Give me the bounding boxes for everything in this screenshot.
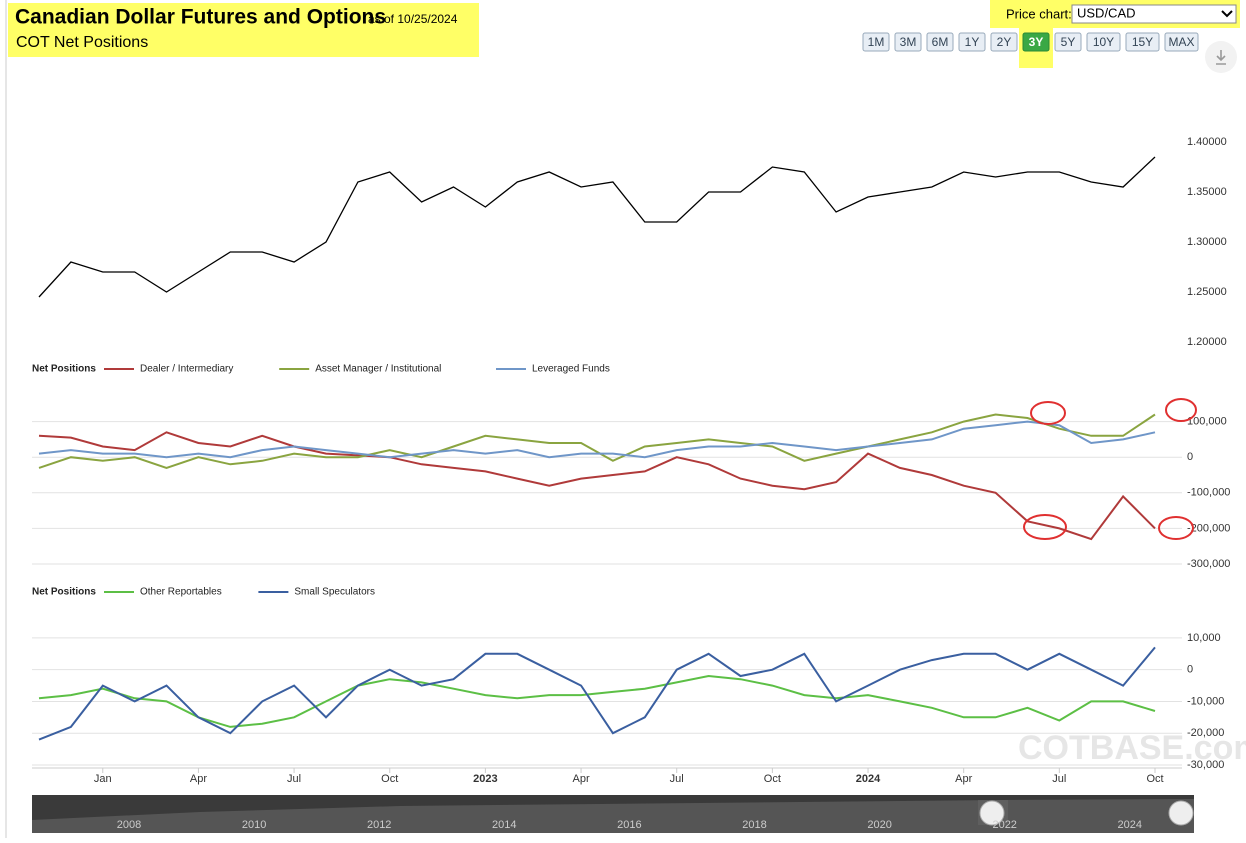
x-tick-label: Oct bbox=[1146, 773, 1163, 785]
range-button[interactable] bbox=[1086, 32, 1121, 52]
y-tick-label: 1.30000 bbox=[1187, 236, 1227, 248]
y-tick-label: -100,000 bbox=[1187, 487, 1230, 499]
series-line bbox=[38, 674, 1156, 728]
navigator-year: 2018 bbox=[742, 819, 766, 831]
range-button-label[interactable]: 5Y bbox=[1061, 35, 1076, 49]
highlight-circle bbox=[1023, 514, 1067, 540]
range-button-label[interactable]: 15Y bbox=[1132, 35, 1153, 49]
x-tick-label: Apr bbox=[572, 773, 589, 785]
navigator-year: 2020 bbox=[867, 819, 891, 831]
range-button-label[interactable]: 1Y bbox=[965, 35, 980, 49]
x-tick-label: Jul bbox=[287, 773, 301, 785]
highlight-circle bbox=[1030, 401, 1066, 425]
x-tick-label: Apr bbox=[955, 773, 972, 785]
range-button[interactable] bbox=[1022, 32, 1050, 52]
navigator-year: 2024 bbox=[1118, 819, 1142, 831]
y-tick-label: 100,000 bbox=[1187, 416, 1227, 428]
legend-label: Dealer / Intermediary bbox=[140, 364, 233, 375]
x-tick-label: Jul bbox=[1052, 773, 1066, 785]
y-tick-label: -300,000 bbox=[1187, 558, 1230, 570]
x-tick-label: Oct bbox=[381, 773, 398, 785]
legend-label: Asset Manager / Institutional bbox=[315, 364, 441, 375]
y-tick-label: 1.35000 bbox=[1187, 186, 1227, 198]
range-button[interactable] bbox=[958, 32, 986, 52]
range-button-label[interactable]: 2Y bbox=[997, 35, 1012, 49]
series-line bbox=[38, 420, 1156, 459]
annotations bbox=[1023, 398, 1197, 540]
y-tick-label: -30,000 bbox=[1187, 759, 1224, 771]
range-button[interactable] bbox=[1164, 32, 1199, 52]
download-icon bbox=[1216, 50, 1226, 65]
legend-title: Net Positions bbox=[32, 364, 96, 375]
navigator-year: 2022 bbox=[992, 819, 1016, 831]
x-tick-label: 2024 bbox=[856, 773, 881, 785]
range-button-label[interactable]: 6M bbox=[932, 35, 949, 49]
y-tick-label: 1.20000 bbox=[1187, 336, 1227, 348]
series-line bbox=[38, 431, 1156, 541]
y-tick-label: 1.40000 bbox=[1187, 136, 1227, 148]
y-tick-label: -20,000 bbox=[1187, 727, 1224, 739]
page-subtitle: COT Net Positions bbox=[16, 34, 148, 51]
watermark: COTBASE.com bbox=[1018, 729, 1246, 767]
y-tick-label: -10,000 bbox=[1187, 695, 1224, 707]
range-button-label[interactable]: MAX bbox=[1168, 35, 1194, 49]
legend-label: Leveraged Funds bbox=[532, 364, 610, 375]
navigator-handle[interactable] bbox=[979, 800, 1005, 826]
x-tick-label: 2023 bbox=[473, 773, 497, 785]
highlight-circle bbox=[1158, 516, 1194, 540]
legend-title: Net Positions bbox=[32, 587, 96, 598]
x-tick-label: Jan bbox=[94, 773, 112, 785]
range-button-label[interactable]: 1M bbox=[868, 35, 885, 49]
price-select[interactable] bbox=[1071, 4, 1237, 24]
navigator-year: 2014 bbox=[492, 819, 516, 831]
range-button[interactable] bbox=[990, 32, 1018, 52]
navigator-year: 2008 bbox=[117, 819, 141, 831]
navigator-year: 2012 bbox=[367, 819, 391, 831]
range-button[interactable] bbox=[926, 32, 954, 52]
range-button[interactable] bbox=[894, 32, 922, 52]
navigator-year: 2010 bbox=[242, 819, 266, 831]
navigator-year: 2016 bbox=[617, 819, 641, 831]
range-button[interactable] bbox=[1125, 32, 1160, 52]
x-tick-label: Jul bbox=[670, 773, 684, 785]
x-tick-label: Apr bbox=[190, 773, 207, 785]
select-arrow bbox=[1221, 10, 1233, 18]
legend-label: Small Speculators bbox=[294, 587, 375, 598]
price-select-value[interactable]: USD/CAD bbox=[1077, 5, 1136, 20]
y-tick-label: -200,000 bbox=[1187, 522, 1230, 534]
range-button-label[interactable]: 10Y bbox=[1093, 35, 1114, 49]
x-tick-label: Oct bbox=[764, 773, 781, 785]
y-tick-label: 10,000 bbox=[1187, 632, 1221, 644]
navigator-handle[interactable] bbox=[1168, 800, 1194, 826]
highlight-circle bbox=[1165, 398, 1197, 422]
y-tick-label: 0 bbox=[1187, 664, 1193, 676]
y-tick-label: 1.25000 bbox=[1187, 286, 1227, 298]
series-line bbox=[38, 156, 1156, 298]
range-button[interactable] bbox=[1054, 32, 1082, 52]
navigator-series bbox=[32, 799, 1194, 833]
range-button[interactable] bbox=[862, 32, 890, 52]
title-box bbox=[8, 3, 479, 57]
series-line bbox=[38, 413, 1156, 469]
legend-label: Other Reportables bbox=[140, 587, 222, 598]
price-chart-label: Price chart: bbox=[1006, 6, 1072, 21]
page-title: Canadian Dollar Futures and Options bbox=[15, 6, 386, 29]
range-button-label[interactable]: 3M bbox=[900, 35, 917, 49]
y-tick-label: 0 bbox=[1187, 451, 1193, 463]
range-button-label[interactable]: 3Y bbox=[1029, 35, 1044, 49]
date-note: as of 10/25/2024 bbox=[368, 12, 458, 26]
series-line bbox=[38, 646, 1156, 741]
